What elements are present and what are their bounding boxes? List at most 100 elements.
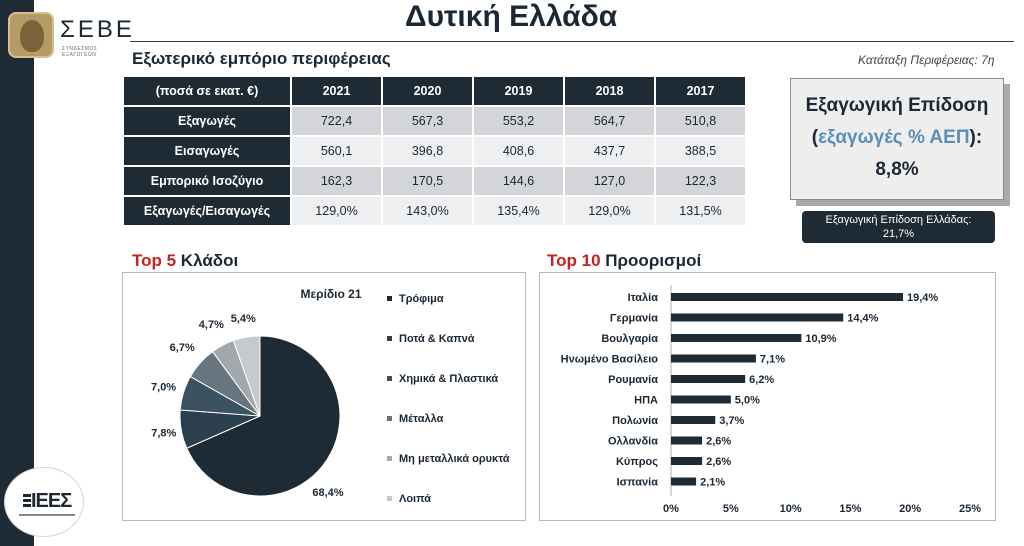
legend-entry: Τρόφιμα	[399, 293, 444, 305]
bar	[671, 354, 756, 363]
table-row: Εμπορικό Ισοζύγιο 162,3 170,5 144,6 127,…	[124, 167, 745, 195]
pie-chart-panel: Μερίδιο 21 68,4% 7,8% 7,0% 6,7% 4,7% 5,4% Τρόφι…	[122, 272, 526, 521]
table-cell: 135,4%	[474, 197, 563, 225]
greece-badge-line2: 21,7%	[882, 228, 915, 240]
bar-data-label: 3,7%	[719, 415, 744, 427]
pie-data-label: 5,4%	[231, 313, 256, 325]
kpi-title: Εξαγωγική Επίδοση	[805, 95, 989, 116]
pie-slice	[186, 335, 341, 497]
table-cell: 564,7	[565, 107, 654, 135]
bar	[671, 395, 731, 404]
column-header: 2021	[292, 77, 381, 105]
bar-data-label: 2,6%	[706, 456, 731, 468]
category-label: Ιταλία	[628, 292, 659, 304]
page-title: Δυτική Ελλάδα	[405, 0, 618, 33]
bar-section-heading: Top 10 Προορισμοί	[547, 251, 702, 270]
bar	[671, 416, 716, 424]
pie-data-label: 4,7%	[199, 319, 224, 331]
greece-export-badge: Εξαγωγική Επίδοση Ελλάδας: 21,7%	[802, 211, 995, 243]
table-row: Εξαγωγές 722,4 567,3 553,2 564,7 510,8	[124, 107, 745, 135]
bar-data-label: 6,2%	[749, 374, 774, 386]
legend-swatch	[387, 496, 392, 501]
bar	[671, 436, 703, 445]
seve-emblem-icon	[8, 12, 54, 58]
bar-data-label: 14,4%	[847, 313, 878, 325]
category-label: Ρουμανία	[608, 374, 658, 386]
ieek-bars-icon	[23, 494, 31, 508]
ieek-logo: ΙΕΕΣ	[4, 467, 84, 537]
trade-table: (ποσά σε εκατ. €) 2021 2020 2019 2018 20…	[122, 75, 747, 227]
kpi-highlight: εξαγωγές % ΑΕΠ	[818, 127, 970, 148]
table-row: Εισαγωγές 560,1 396,8 408,6 437,7 388,5	[124, 137, 745, 165]
bar-data-label: 2,6%	[706, 436, 731, 448]
pie-data-label: 6,7%	[170, 342, 195, 354]
bar-chart-panel: Ιταλία 19,4% Γερμανία 14,4% Βουλγαρία 10,9% Ην…	[539, 272, 996, 521]
column-header: 2018	[565, 77, 654, 105]
x-tick-label: 0%	[663, 503, 679, 515]
ranking-label: Κατάταξη Περιφέρειας: 7η	[858, 53, 995, 67]
x-tick-label: 10%	[780, 503, 802, 515]
category-label: Ηνωμένο Βασίλειο	[561, 354, 659, 366]
legend-entry: Μέταλλα	[399, 413, 444, 425]
legend-entry: Μη μεταλλικά ορυκτά	[399, 453, 510, 465]
bar	[671, 375, 746, 383]
bar	[671, 334, 802, 342]
bar-data-label: 7,1%	[760, 354, 785, 366]
x-tick-label: 20%	[899, 503, 921, 515]
bar	[671, 313, 844, 322]
legend-swatch	[387, 456, 392, 461]
legend-swatch	[387, 336, 392, 341]
category-label: ΗΠΑ	[634, 395, 658, 407]
pie-data-label: 68,4%	[312, 487, 343, 499]
row-label: Εξαγωγές/Εισαγωγές	[124, 197, 290, 225]
column-header: 2020	[383, 77, 472, 105]
pie-data-label: 7,8%	[151, 427, 176, 439]
row-label: Εξαγωγές	[124, 107, 290, 135]
column-header: 2019	[474, 77, 563, 105]
legend-entry: Χημικά & Πλαστικά	[399, 373, 498, 385]
legend-swatch	[387, 376, 392, 381]
pie-data-label: 7,0%	[151, 382, 176, 394]
kpi-value: 8,8%	[875, 159, 919, 180]
column-header: (ποσά σε εκατ. €)	[124, 77, 290, 105]
seve-logo: ΣΕΒΕ ΣΥΝΔΕΣΜΟΣ ΕΞΑΓΩΓΕΩΝ	[8, 12, 132, 58]
table-cell: 170,5	[383, 167, 472, 195]
table-cell: 129,0%	[565, 197, 654, 225]
x-tick-label: 5%	[723, 503, 739, 515]
category-label: Ισπανία	[617, 477, 659, 489]
pie-slice	[232, 335, 261, 417]
table-cell: 129,0%	[292, 197, 381, 225]
column-header: 2017	[656, 77, 745, 105]
category-label: Βουλγαρία	[601, 333, 658, 345]
table-cell: 567,3	[383, 107, 472, 135]
bar	[671, 293, 904, 301]
title-divider	[130, 41, 1014, 42]
table-cell: 560,1	[292, 137, 381, 165]
bar-data-label: 19,4%	[907, 292, 938, 304]
table-cell: 437,7	[565, 137, 654, 165]
trade-heading: Εξωτερικό εμπόριο περιφέρειας	[132, 49, 391, 68]
bar	[671, 457, 703, 465]
category-label: Γερμανία	[610, 313, 658, 325]
table-cell: 388,5	[656, 137, 745, 165]
category-label: Πολωνία	[612, 415, 658, 427]
seve-logo-subtitle: ΣΥΝΔΕΣΜΟΣ ΕΞΑΓΩΓΕΩΝ	[62, 46, 98, 58]
seve-logo-text: ΣΕΒΕ	[60, 16, 135, 43]
greece-badge-line1: Εξαγωγική Επίδοση Ελλάδας:	[825, 214, 972, 226]
x-tick-label: 15%	[839, 503, 861, 515]
table-cell: 722,4	[292, 107, 381, 135]
row-label: Εισαγωγές	[124, 137, 290, 165]
ieek-logo-text: ΙΕΕΣ	[31, 490, 72, 512]
table-cell: 143,0%	[383, 197, 472, 225]
bar	[671, 477, 697, 486]
legend-entry: Ποτά & Καπνά	[399, 333, 475, 345]
destination-bar-chart: Ιταλία 19,4% Γερμανία 14,4% Βουλγαρία 10,9% Ην…	[561, 285, 981, 515]
export-performance-box: Εξαγωγική Επίδοση (εξαγωγές % ΑΕΠ): 8,8%	[790, 78, 1004, 200]
table-cell: 127,0	[565, 167, 654, 195]
sidebar-strip	[0, 0, 34, 546]
bar-data-label: 5,0%	[735, 395, 760, 407]
bar-data-label: 10,9%	[805, 333, 836, 345]
pie-section-heading: Top 5 Κλάδοι	[132, 251, 239, 270]
x-tick-label: 25%	[959, 503, 981, 515]
table-cell: 144,6	[474, 167, 563, 195]
